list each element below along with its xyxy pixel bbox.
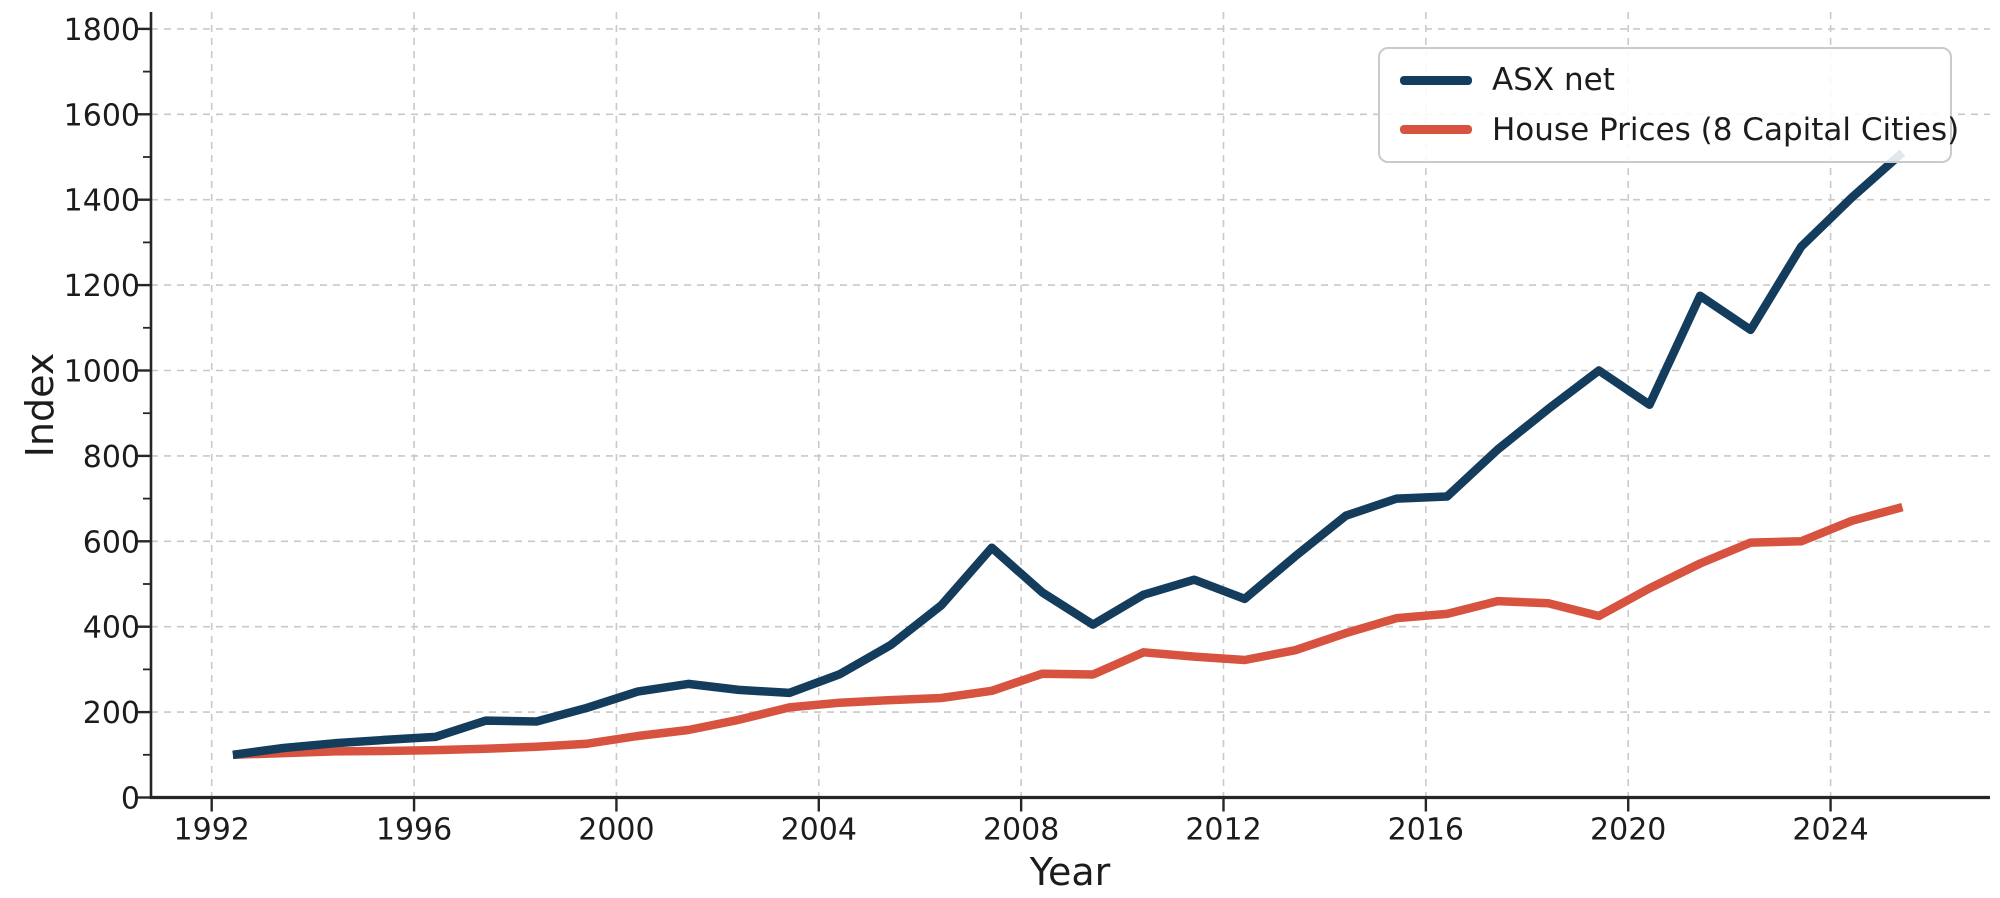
legend-item-house-prices: House Prices (8 Capital Cities) xyxy=(1400,112,1959,148)
y-tick-label: 200 xyxy=(83,696,140,731)
x-tick-label: 2008 xyxy=(983,813,1059,848)
x-tick-label: 2012 xyxy=(1185,813,1261,848)
y-tick-label: 1400 xyxy=(64,184,140,219)
legend-swatch-house-prices xyxy=(1400,125,1472,135)
y-tick-label: 800 xyxy=(83,440,140,475)
y-tick-label: 600 xyxy=(83,525,140,560)
x-tick-label: 2024 xyxy=(1792,813,1868,848)
y-tick-label: 1600 xyxy=(64,98,140,133)
y-tick-label: 1800 xyxy=(64,13,140,48)
y-tick-label: 400 xyxy=(83,611,140,646)
x-tick-label: 1996 xyxy=(376,813,452,848)
x-tick-label: 2004 xyxy=(781,813,857,848)
x-tick-label: 2000 xyxy=(578,813,654,848)
legend-label-asx-net: ASX net xyxy=(1492,62,1615,99)
legend: ASX net House Prices (8 Capital Cities) xyxy=(1378,47,1959,163)
y-tick-label: 1200 xyxy=(64,269,140,304)
y-tick-label: 0 xyxy=(121,782,140,817)
y-axis-label: Index xyxy=(18,352,62,458)
series-line-asx-net xyxy=(232,149,1906,760)
legend-swatch-asx-net xyxy=(1400,75,1472,85)
legend-item-asx-net: ASX net xyxy=(1400,62,1950,98)
y-tick-label: 1000 xyxy=(64,355,140,390)
x-axis-label: Year xyxy=(1029,850,1111,894)
x-tick-label: 2016 xyxy=(1388,813,1464,848)
x-tick-label: 1992 xyxy=(174,813,250,848)
series-line-house-prices-8-capital-cities xyxy=(232,502,1904,760)
x-tick-label: 2020 xyxy=(1590,813,1666,848)
legend-label-house-prices: House Prices (8 Capital Cities) xyxy=(1492,111,1960,148)
